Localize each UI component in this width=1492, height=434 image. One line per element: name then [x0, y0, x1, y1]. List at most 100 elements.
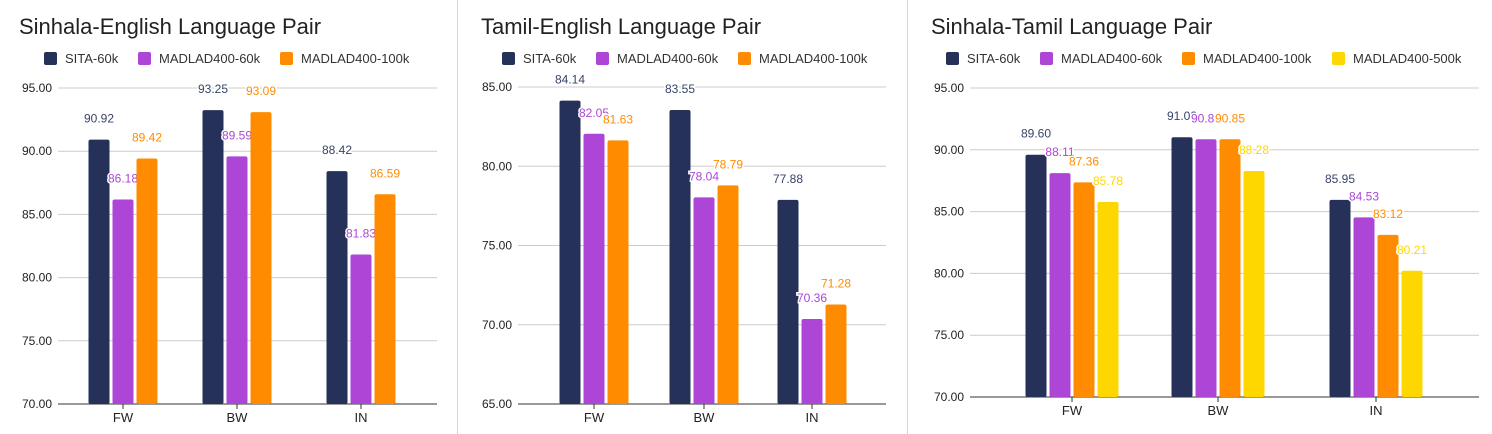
data-label-madlad400-100k-fw: 81.63: [603, 112, 633, 126]
y-tick-label: 70.00: [482, 318, 512, 332]
chart-title: Sinhala-Tamil Language Pair: [931, 14, 1212, 39]
legend-label-sita-60k: SITA-60k: [523, 51, 577, 66]
x-tick-label-in: IN: [806, 410, 819, 425]
y-tick-label: 90.00: [22, 144, 52, 158]
legend-swatch-madlad400-60k: [138, 52, 151, 65]
data-label-madlad400-60k-bw: 89.59: [222, 128, 252, 142]
data-label-madlad400-100k-bw: 90.85: [1215, 111, 1245, 125]
legend-label-madlad400-100k: MADLAD400-100k: [759, 51, 868, 66]
x-tick-label-in: IN: [1370, 403, 1383, 418]
y-tick-label: 85.00: [934, 205, 964, 219]
bar-sita-60k-fw: [88, 139, 110, 404]
y-tick-label: 95.00: [22, 81, 52, 95]
bar-sita-60k-in: [326, 171, 348, 404]
bar-madlad400-100k-fw: [136, 158, 158, 404]
legend-swatch-madlad400-60k: [596, 52, 609, 65]
bar-madlad400-100k-bw: [250, 112, 272, 405]
y-tick-label: 75.00: [934, 328, 964, 342]
legend-label-sita-60k: SITA-60k: [967, 51, 1021, 66]
panel-divider: [907, 0, 908, 434]
chart-panel-sinhala-tamil: Sinhala-Tamil Language Pair SITA-60k MADLA…: [908, 0, 1492, 434]
data-label-madlad400-60k-bw: 78.04: [689, 169, 719, 183]
legend-label-madlad400-100k: MADLAD400-100k: [301, 51, 410, 66]
y-tick-label: 80.00: [934, 266, 964, 280]
x-tick-label-bw: BW: [1208, 403, 1230, 418]
bar-madlad400-60k-in: [350, 254, 372, 404]
x-tick-label-bw: BW: [227, 410, 249, 425]
y-tick-label: 95.00: [934, 81, 964, 95]
chart-title: Sinhala-English Language Pair: [19, 14, 321, 39]
bar-madlad400-60k-in: [801, 319, 823, 404]
data-label-madlad400-60k-fw: 86.18: [108, 171, 138, 185]
data-label-sita-60k-in: 88.42: [322, 143, 352, 157]
y-tick-label: 70.00: [934, 390, 964, 404]
x-tick-label-fw: FW: [584, 410, 605, 425]
data-label-sita-60k-fw: 84.14: [555, 73, 585, 87]
bar-madlad400-60k-fw: [112, 199, 134, 404]
data-label-madlad400-60k-in: 81.83: [346, 226, 376, 240]
x-tick-label-fw: FW: [1062, 403, 1083, 418]
bar-madlad400-60k-fw: [1049, 173, 1071, 397]
y-tick-label: 80.00: [22, 271, 52, 285]
chart-sinhala-english: Sinhala-English Language Pair SITA-60k MAD…: [19, 14, 437, 425]
x-tick-label-in: IN: [355, 410, 368, 425]
data-label-sita-60k-fw: 89.60: [1021, 127, 1051, 141]
bar-madlad400-60k-bw: [693, 197, 715, 404]
bar-madlad400-100k-bw: [1219, 139, 1241, 397]
data-label-madlad400-100k-bw: 93.09: [246, 84, 276, 98]
legend-swatch-sita-60k: [44, 52, 57, 65]
chart-panel-sinhala-english: Sinhala-English Language Pair SITA-60k MAD…: [0, 0, 458, 434]
data-label-sita-60k-in: 85.95: [1325, 172, 1355, 186]
bar-madlad400-100k-in: [374, 194, 396, 404]
bar-madlad400-100k-in: [1377, 234, 1399, 397]
y-tick-label: 80.00: [482, 159, 512, 173]
data-label-madlad400-500k-fw: 85.78: [1093, 174, 1123, 188]
y-tick-label: 75.00: [22, 334, 52, 348]
data-label-sita-60k-bw: 91.02: [1167, 109, 1197, 123]
legend-swatch-madlad400-100k: [280, 52, 293, 65]
data-label-madlad400-500k-bw: 88.28: [1239, 143, 1269, 157]
legend-label-madlad400-500k: MADLAD400-500k: [1353, 51, 1462, 66]
data-label-madlad400-100k-in: 83.12: [1373, 207, 1403, 221]
bar-madlad400-100k-in: [825, 304, 847, 404]
y-tick-label: 85.00: [22, 207, 52, 221]
panel-divider: [457, 0, 458, 434]
data-label-sita-60k-in: 77.88: [773, 172, 803, 186]
data-label-madlad400-500k-in: 80.21: [1397, 243, 1427, 257]
data-label-sita-60k-fw: 90.92: [84, 112, 114, 126]
bar-madlad400-100k-fw: [1073, 182, 1095, 397]
legend-swatch-sita-60k: [502, 52, 515, 65]
bar-madlad400-100k-fw: [607, 140, 629, 405]
data-label-madlad400-60k-bw: 90.85: [1191, 111, 1221, 125]
chart-tamil-english: Tamil-English Language Pair SITA-60k MADLA…: [481, 14, 886, 425]
data-label-madlad400-100k-fw: 89.42: [132, 131, 162, 145]
bar-sita-60k-bw: [669, 109, 691, 405]
legend-label-madlad400-60k: MADLAD400-60k: [159, 51, 261, 66]
data-label-madlad400-60k-fw: 82.05: [579, 106, 609, 120]
data-label-sita-60k-bw: 93.25: [198, 82, 228, 96]
bar-madlad400-500k-fw: [1097, 201, 1119, 397]
y-tick-label: 70.00: [22, 397, 52, 411]
data-label-madlad400-60k-in: 70.36: [797, 291, 827, 305]
x-tick-label-bw: BW: [694, 410, 716, 425]
legend-swatch-madlad400-60k: [1040, 52, 1053, 65]
y-tick-label: 65.00: [482, 397, 512, 411]
data-label-madlad400-100k-fw: 87.36: [1069, 154, 1099, 168]
x-tick-label-fw: FW: [113, 410, 134, 425]
data-label-madlad400-100k-bw: 78.79: [713, 157, 743, 171]
legend-swatch-sita-60k: [946, 52, 959, 65]
bar-sita-60k-fw: [559, 100, 581, 405]
chart-panel-tamil-english: Tamil-English Language Pair SITA-60k MADLA…: [458, 0, 908, 434]
legend-label-madlad400-100k: MADLAD400-100k: [1203, 51, 1312, 66]
bar-sita-60k-fw: [1025, 154, 1047, 397]
y-tick-label: 85.00: [482, 80, 512, 94]
data-label-sita-60k-bw: 83.55: [665, 82, 695, 96]
y-tick-label: 75.00: [482, 239, 512, 253]
chart-sinhala-tamil: Sinhala-Tamil Language Pair SITA-60k MADLA…: [931, 14, 1479, 418]
bar-sita-60k-in: [777, 199, 799, 404]
legend-label-sita-60k: SITA-60k: [65, 51, 119, 66]
bar-madlad400-60k-in: [1353, 217, 1375, 397]
data-label-madlad400-60k-fw: 88.11: [1045, 145, 1074, 159]
bar-sita-60k-in: [1329, 199, 1351, 397]
legend-swatch-madlad400-100k: [1182, 52, 1195, 65]
